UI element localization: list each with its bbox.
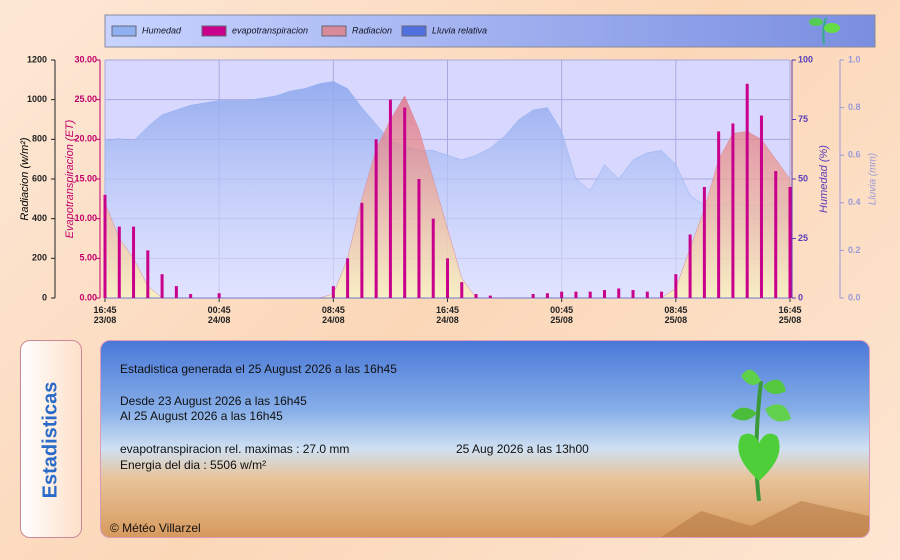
legend-label: Lluvia relativa [432, 25, 487, 35]
legend-swatch [401, 25, 427, 37]
y-tick-label: 600 [32, 173, 47, 183]
legend-box [104, 14, 876, 48]
plant-icon [809, 17, 840, 45]
bar [702, 186, 706, 298]
y-tick-label: 0 [798, 292, 803, 302]
bar [645, 291, 649, 298]
y-axis-title: Radiacion (w/m²) [19, 137, 31, 220]
y-tick-label: 1200 [27, 54, 47, 64]
y-tick-label: 0.8 [848, 102, 861, 112]
x-tick-label: 16:45 25/08 [778, 305, 802, 325]
bar [174, 286, 178, 298]
y-tick-label: 25 [798, 233, 808, 243]
bar [759, 115, 763, 299]
x-tick-label: 16:45 24/08 [435, 305, 460, 325]
y-tick-label: 5.00 [79, 253, 97, 263]
y-tick-label: 1000 [27, 94, 47, 104]
y-tick-label: 20.00 [74, 134, 97, 144]
bar [360, 202, 364, 298]
y-tick-label: 30.00 [74, 54, 97, 64]
chart: Radiacion (w/m²) Evapotranspiracion (ET)… [19, 14, 879, 302]
bar [460, 282, 464, 298]
bar [403, 107, 407, 298]
x-tick-label: 08:45 24/08 [321, 305, 345, 325]
area [104, 81, 791, 299]
sidebar-tab[interactable] [20, 340, 82, 538]
bar [731, 123, 735, 298]
legend-swatch [321, 25, 347, 37]
y-tick-label: 0.0 [848, 292, 861, 302]
y-tick-label: 0.2 [848, 245, 861, 255]
plant-illustration [661, 369, 869, 537]
bar [488, 295, 492, 298]
bar [774, 171, 778, 298]
y-tick-label: 50 [798, 173, 808, 183]
bar [545, 293, 549, 298]
stats-from: Desde 23 August 2026 a las 16h45 [120, 394, 307, 408]
bar [132, 226, 136, 298]
stats-energy: Energia del dia : 5506 w/m² [120, 458, 267, 472]
legend-label: Humedad [142, 25, 182, 35]
legend-swatch [111, 25, 137, 37]
x-tick-label: 00:45 25/08 [550, 305, 574, 325]
bar [788, 186, 792, 298]
bar [602, 290, 606, 298]
stats-et-max: evapotranspiracion rel. maximas : 27.0 m… [120, 442, 350, 456]
bar [160, 274, 164, 298]
bar [217, 293, 221, 298]
bar [446, 258, 449, 298]
y2-axis-title: Evapotranspiracion (ET) [64, 119, 76, 238]
y-tick-label: 0.00 [79, 292, 97, 302]
bar [117, 226, 121, 298]
bar [146, 250, 150, 298]
y-tick-label: 15.00 [74, 173, 97, 183]
bar [331, 286, 335, 298]
bar [660, 291, 664, 298]
y-tick-label: 1.0 [848, 54, 861, 64]
bar [417, 179, 421, 298]
bar [560, 291, 564, 298]
bar [103, 194, 107, 298]
y-tick-label: 200 [32, 253, 47, 263]
bar [574, 291, 578, 298]
y-tick-label: 25.00 [74, 94, 97, 104]
y-tick-label: 0 [42, 292, 47, 302]
bar [631, 290, 635, 298]
bar [588, 291, 592, 298]
sidebar-title[interactable]: Estadisticas [39, 381, 62, 499]
stats-panel: Estadistica generada el 25 August 2026 a… [100, 340, 870, 538]
y-tick-label: 400 [32, 213, 47, 223]
bar [531, 294, 535, 298]
stats-to: Al 25 August 2026 a las 16h45 [120, 409, 283, 423]
y-tick-label: 100 [798, 54, 813, 64]
y-tick-label: 10.00 [74, 213, 97, 223]
bar [474, 294, 478, 298]
legend-label: evapotranspiracion [232, 25, 308, 35]
legend-swatch [201, 25, 227, 37]
bar [189, 294, 193, 298]
footer: © Météo Villarzel [110, 521, 201, 535]
y3-axis-title: Humedad (%) [818, 145, 830, 213]
bar [346, 258, 350, 298]
bar [431, 218, 435, 298]
y-tick-label: 0.4 [848, 197, 861, 207]
y4-axis-title: Lluvia (mm) [868, 153, 879, 205]
x-tick-label: 00:45 24/08 [207, 305, 231, 325]
legend-label: Radiacion [352, 25, 392, 35]
y-tick-label: 75 [798, 114, 808, 124]
bar [674, 274, 678, 298]
bar [388, 99, 392, 299]
stats-et-max-time: 25 Aug 2026 a las 13h00 [456, 442, 589, 456]
bar [745, 83, 749, 298]
bar [717, 131, 721, 298]
x-tick-label: 08:45 25/08 [664, 305, 688, 325]
y-tick-label: 0.6 [848, 150, 861, 160]
y-tick-label: 800 [32, 134, 47, 144]
bar [688, 234, 692, 298]
bar [374, 139, 378, 298]
bar [617, 288, 621, 298]
x-tick-label: 16:45 23/08 [93, 305, 117, 325]
stats-generated: Estadistica generada el 25 August 2026 a… [120, 362, 397, 376]
